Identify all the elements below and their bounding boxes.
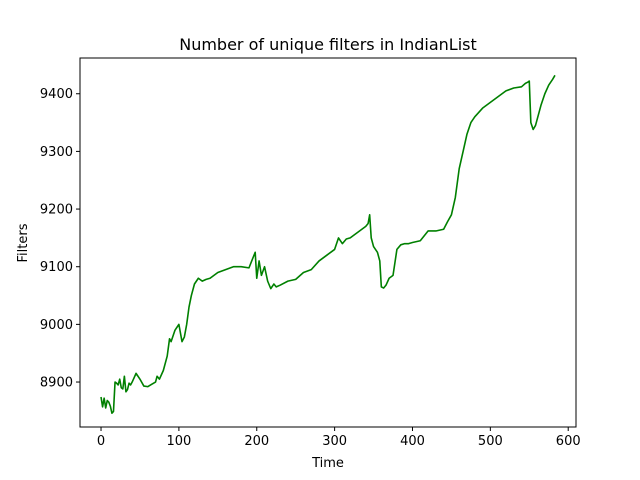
plot-area xyxy=(100,74,556,414)
x-tick-label: 200 xyxy=(244,434,269,449)
x-tick-label: 300 xyxy=(322,434,347,449)
y-tick-label: 9000 xyxy=(40,318,73,333)
x-tick-label: 0 xyxy=(97,434,105,449)
y-tick-label: 9200 xyxy=(40,203,73,218)
y-tick-label: 8900 xyxy=(40,376,73,391)
y-axis-ticks: 8900 9000 9100 9200 9300 9400 xyxy=(40,87,80,391)
y-tick-label: 9400 xyxy=(40,87,73,102)
x-tick-label: 100 xyxy=(166,434,191,449)
y-axis-label: Filters xyxy=(16,223,31,262)
axes-frame xyxy=(79,57,577,428)
x-axis-ticks: 0 100 200 300 400 500 600 xyxy=(97,427,581,449)
x-axis-label: Time xyxy=(311,456,344,471)
x-tick-label: 500 xyxy=(478,434,503,449)
chart-title: Number of unique filters in IndianList xyxy=(179,35,477,54)
y-tick-label: 9100 xyxy=(40,260,73,275)
series-line-0 xyxy=(100,74,556,414)
x-tick-label: 600 xyxy=(556,434,581,449)
y-tick-label: 9300 xyxy=(40,145,73,160)
x-tick-label: 400 xyxy=(400,434,425,449)
